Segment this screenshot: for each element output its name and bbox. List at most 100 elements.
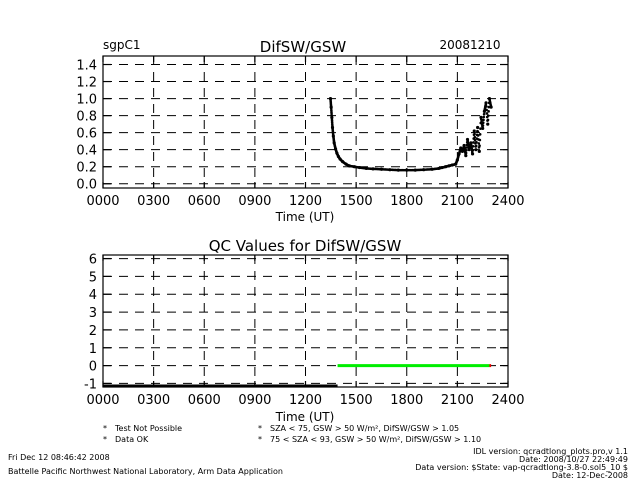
y-tick-label: 1 <box>89 342 97 357</box>
data-point <box>482 118 485 122</box>
data-point <box>489 105 493 109</box>
data-point <box>473 135 477 139</box>
data-point <box>486 122 490 126</box>
x-tick-label: 1800 <box>390 194 423 209</box>
qc-values-chart: QC Values for DifSW/GSW -1 0 1 2 3 4 5 6 0000 03… <box>84 237 525 424</box>
qc-chart-title: QC Values for DifSW/GSW <box>209 237 402 255</box>
legend-label-not-possible: Test Not Possible <box>114 424 182 433</box>
data-point <box>478 133 482 136</box>
x-tick-label: 0000 <box>86 194 119 209</box>
data-point <box>475 140 478 144</box>
data-point <box>485 112 489 115</box>
data-points <box>328 96 493 172</box>
data-point <box>484 101 488 105</box>
qc-grid-lines <box>103 255 508 387</box>
data-point <box>473 139 477 142</box>
data-point <box>478 138 482 142</box>
data-point <box>485 105 488 108</box>
y-tick-label: 0.8 <box>76 110 97 125</box>
y-tick-label: 4 <box>89 288 97 303</box>
x-tick-label: 0300 <box>137 393 170 408</box>
x-tick-label: 0600 <box>188 393 221 408</box>
x-tick-label: 0900 <box>238 393 271 408</box>
x-tick-label: 1500 <box>340 393 373 408</box>
footer-org: Battelle Pacific Northwest National Labo… <box>8 467 283 476</box>
x-tick-label: 1800 <box>390 393 423 408</box>
y-tick-label: 6 <box>89 253 97 268</box>
data-point <box>464 154 468 158</box>
y-tick-label: 1.2 <box>76 76 97 91</box>
x-tick-label: 1200 <box>289 194 322 209</box>
qc-x-axis-ticks: 0000 0300 0600 0900 1200 1500 1800 2100 2400 <box>86 255 525 408</box>
x-tick-label: 2400 <box>491 194 524 209</box>
data-point <box>487 114 490 117</box>
y-tick-label: 0.0 <box>76 178 97 193</box>
data-point <box>487 105 491 109</box>
y-tick-label: 5 <box>89 270 97 285</box>
qc-data-points <box>103 364 492 388</box>
data-point <box>482 115 486 119</box>
y-tick-label: 0 <box>89 360 97 375</box>
data-point <box>476 125 480 130</box>
data-point <box>485 108 488 112</box>
y-tick-label: 1.4 <box>76 59 97 74</box>
legend-symbol-not-possible: * <box>103 424 107 433</box>
site-label: sgpC1 <box>103 38 141 52</box>
data-point <box>478 144 481 148</box>
data-point <box>481 124 485 127</box>
qc-x-axis-label: Time (UT) <box>275 410 335 424</box>
legend-label-sza-93: 75 < SZA < 93, GSW > 50 W/m², DifSW/GSW … <box>270 435 481 444</box>
data-point <box>477 142 481 145</box>
x-tick-label: 0000 <box>86 393 119 408</box>
legend: * Test Not Possible * Data OK * SZA < 75… <box>103 424 481 444</box>
date-label: 20081210 <box>439 38 500 52</box>
footer-date: Date: 2008/10/27 22:49:49 <box>519 455 628 464</box>
footer-data-version: Data version: $State: vap-qcradtlong-3.8… <box>415 463 628 472</box>
data-point <box>482 112 486 116</box>
data-point <box>474 148 478 152</box>
x-tick-label: 1500 <box>340 194 373 209</box>
data-point <box>476 130 480 133</box>
chart-title: DifSW/GSW <box>260 38 347 56</box>
legend-label-data-ok: Data OK <box>115 435 149 444</box>
data-point <box>481 126 485 130</box>
data-point <box>481 121 485 125</box>
data-point <box>473 132 476 136</box>
data-point <box>472 129 476 133</box>
data-point <box>487 110 490 113</box>
x-tick-label: 2100 <box>441 393 474 408</box>
data-point <box>464 151 468 155</box>
x-tick-label: 0300 <box>137 194 170 209</box>
x-axis-ticks: 0000 0300 0600 0900 1200 1500 1800 2100 2400 <box>86 56 525 209</box>
legend-symbol-data-ok: * <box>103 435 107 444</box>
data-point <box>476 134 480 137</box>
y-tick-label: 0.6 <box>76 127 97 142</box>
y-axis-ticks: 0.0 0.2 0.4 0.6 0.8 1.0 1.2 1.4 <box>76 59 508 193</box>
footer-idl-version: IDL version: qcradtlong_plots.pro,v 1.1 <box>473 447 628 456</box>
data-point <box>470 152 475 156</box>
data-point <box>477 149 481 153</box>
footer-timestamp: Fri Dec 12 08:46:42 2008 <box>8 453 110 462</box>
x-tick-label: 2100 <box>441 194 474 209</box>
data-point <box>465 148 468 152</box>
y-tick-label: 0.2 <box>76 161 97 176</box>
x-tick-label: 1200 <box>289 393 322 408</box>
data-point <box>472 141 475 144</box>
legend-label-sza-75: SZA < 75, GSW > 50 W/m², DifSW/GSW > 1.0… <box>270 424 459 433</box>
data-point <box>465 146 468 149</box>
y-tick-label: 0.4 <box>76 144 97 159</box>
y-tick-label: 3 <box>89 306 97 321</box>
x-tick-label: 2400 <box>491 393 524 408</box>
footer-date2: Date: 12-Dec-2008 <box>552 471 628 480</box>
qc-y-axis-ticks: -1 0 1 2 3 4 5 6 <box>84 253 508 392</box>
data-point <box>471 144 475 148</box>
data-point <box>479 127 482 130</box>
grid-lines <box>103 56 508 188</box>
difsw-gsw-chart: sgpC1 DifSW/GSW 20081210 0.0 0.2 0.4 0.6 0.8… <box>76 38 524 224</box>
legend-symbol-sza-93: * <box>258 435 262 444</box>
x-tick-label: 0900 <box>238 194 271 209</box>
data-point <box>474 144 478 148</box>
data-point <box>471 148 475 152</box>
x-axis-label: Time (UT) <box>275 210 335 224</box>
